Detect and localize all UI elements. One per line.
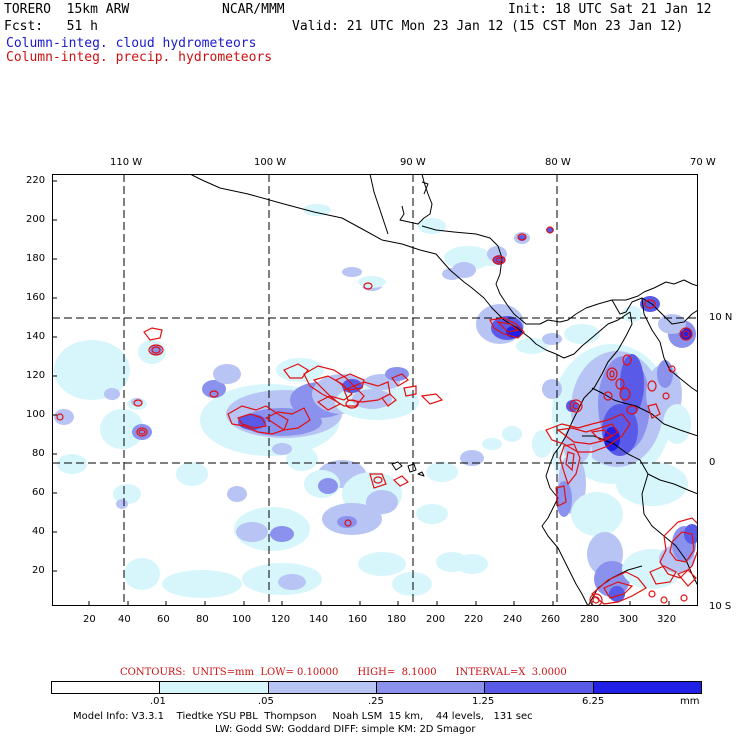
contour-info: CONTOURS: UNITS=mm LOW= 0.10000 HIGH= 8.…: [120, 667, 567, 678]
x-tick: 200: [426, 614, 446, 625]
x-tick: 20: [83, 614, 96, 625]
border-peru-brazil: [619, 401, 698, 437]
lat-label-0: 0: [709, 457, 716, 468]
colorbar-bin-1: [160, 682, 269, 693]
model-info-line2: LW: Godd SW: Goddard DIFF: simple KM: 2D…: [215, 724, 476, 735]
x-tick: 220: [464, 614, 484, 625]
south-america-west-coast: [541, 311, 633, 606]
valid-time: Valid: 21 UTC Mon 23 Jan 12 (15 CST Mon …: [292, 19, 684, 34]
border-colombia-venezuela: [641, 297, 698, 393]
coastlines: [189, 174, 698, 606]
cuba-coast: [421, 181, 429, 195]
lon-label-70w: 70 W: [690, 157, 716, 168]
lat-label-10n: 10 N: [709, 312, 733, 323]
y-tick: 220: [26, 175, 46, 186]
hydrometeor-map: [52, 174, 698, 606]
central-america-pacific-coast: [189, 174, 631, 359]
galapagos-islands: [391, 461, 425, 477]
caribbean-coast: [421, 225, 698, 325]
y-tick: 160: [26, 292, 46, 303]
y-tick: 120: [26, 370, 46, 381]
colorbar-tick: .05: [258, 696, 274, 707]
y-tick: 100: [26, 409, 46, 420]
cloud-hydrometeor-shading: [54, 204, 698, 602]
x-tick: 240: [503, 614, 523, 625]
lon-label-100w: 100 W: [254, 157, 287, 168]
colorbar-tick: 6.25: [582, 696, 605, 707]
y-tick: 20: [32, 565, 45, 576]
map-frame: [52, 174, 698, 606]
y-tick: 140: [26, 331, 46, 342]
y-tick: 200: [26, 214, 46, 225]
field-cloud-title: Column-integ. cloud hydrometeors: [6, 36, 257, 51]
x-tick: 40: [118, 614, 131, 625]
x-tick: 320: [657, 614, 677, 625]
yucatan-coast: [369, 174, 389, 235]
x-tick: 120: [271, 614, 291, 625]
frame-ticks: [52, 180, 670, 606]
colorbar-bin-2: [268, 682, 377, 693]
x-tick: 140: [309, 614, 329, 625]
x-tick: 260: [541, 614, 561, 625]
x-tick: 100: [232, 614, 252, 625]
x-tick: 80: [196, 614, 209, 625]
lat-lon-grid: [52, 174, 698, 606]
lon-label-110w: 110 W: [110, 157, 143, 168]
colorbar-bin-3: [376, 682, 486, 693]
colorbar-bin-5: [593, 682, 701, 693]
venezuela-coast: [611, 297, 698, 325]
colorbar-bin-0: [52, 682, 161, 693]
x-tick: 60: [157, 614, 170, 625]
border-andes-east: [591, 387, 621, 403]
lon-label-80w: 80 W: [545, 157, 571, 168]
model-title: TORERO 15km ARW: [4, 2, 130, 17]
x-tick: 280: [580, 614, 600, 625]
belize-honduras-coast: [399, 174, 433, 225]
colorbar-tick: 1.25: [472, 696, 495, 707]
y-tick: 60: [32, 487, 45, 498]
colorbar-tick: .25: [368, 696, 384, 707]
y-tick: 180: [26, 253, 46, 264]
init-time: Init: 18 UTC Sat 21 Jan 12: [508, 2, 712, 17]
model-info-line1: Model Info: V3.3.1 Tiedtke YSU PBL Thomp…: [73, 711, 533, 722]
colorbar-bin-4: [485, 682, 594, 693]
x-tick: 160: [348, 614, 368, 625]
x-tick: 180: [387, 614, 407, 625]
lon-label-90w: 90 W: [400, 157, 426, 168]
x-tick: 300: [619, 614, 639, 625]
forecast-hour: Fcst: 51 h: [4, 19, 98, 34]
precip-hydrometeor-contours: [56, 226, 698, 606]
y-tick: 40: [32, 526, 45, 537]
lat-label-10s: 10 S: [709, 601, 732, 612]
y-tick: 80: [32, 448, 45, 459]
colorbar-tick: .01: [150, 696, 166, 707]
colorbar: [51, 681, 702, 694]
border-colombia-ecuador-peru: [582, 435, 698, 495]
colorbar-unit: mm: [680, 696, 700, 707]
center-label: NCAR/MMM: [222, 2, 285, 17]
field-precip-title: Column-integ. precip. hydrometeors: [6, 50, 273, 65]
